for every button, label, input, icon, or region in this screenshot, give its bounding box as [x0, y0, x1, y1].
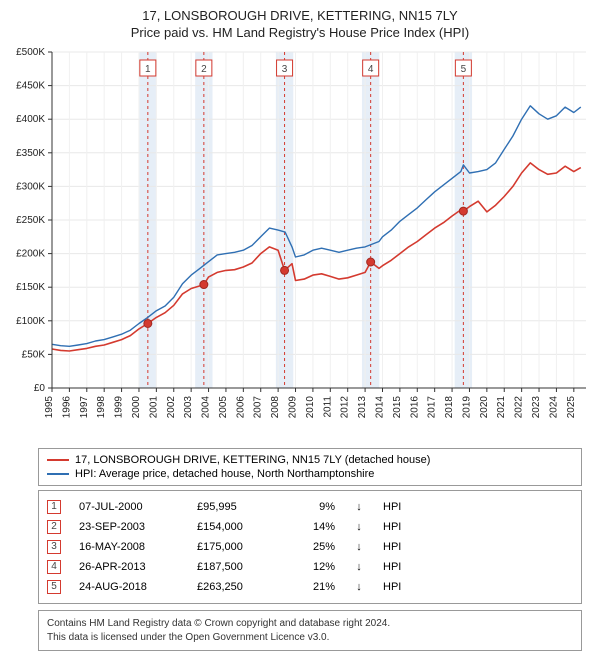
tx-marker: 1	[47, 500, 61, 514]
tx-hpi-label: HPI	[383, 561, 413, 573]
svg-text:1997: 1997	[79, 396, 90, 419]
tx-date: 23-SEP-2003	[79, 521, 179, 533]
svg-text:2016: 2016	[409, 396, 420, 419]
tx-hpi-label: HPI	[383, 581, 413, 593]
tx-marker: 2	[47, 520, 61, 534]
tx-pct: 14%	[295, 521, 335, 533]
footer-licence: Contains HM Land Registry data © Crown c…	[38, 610, 582, 651]
svg-text:2017: 2017	[427, 396, 438, 419]
svg-text:£150K: £150K	[16, 282, 45, 293]
svg-text:£100K: £100K	[16, 316, 45, 327]
tx-hpi-label: HPI	[383, 501, 413, 513]
legend-row: 17, LONSBOROUGH DRIVE, KETTERING, NN15 7…	[47, 453, 573, 467]
legend-row: HPI: Average price, detached house, Nort…	[47, 467, 573, 481]
svg-text:£400K: £400K	[16, 114, 45, 125]
transaction-row: 4 26-APR-2013 £187,500 12% ↓ HPI	[47, 557, 573, 577]
svg-text:2: 2	[201, 64, 207, 75]
tx-arrow-icon: ↓	[353, 541, 365, 553]
svg-text:2010: 2010	[305, 396, 316, 419]
transactions-table: 1 07-JUL-2000 £95,995 9% ↓ HPI 2 23-SEP-2003 £15…	[38, 490, 582, 604]
svg-text:2002: 2002	[166, 396, 177, 419]
svg-text:3: 3	[282, 64, 288, 75]
svg-text:£500K: £500K	[16, 47, 45, 58]
tx-date: 24-AUG-2018	[79, 581, 179, 593]
tx-hpi-label: HPI	[383, 521, 413, 533]
svg-text:£450K: £450K	[16, 81, 45, 92]
tx-price: £95,995	[197, 501, 277, 513]
transaction-row: 2 23-SEP-2003 £154,000 14% ↓ HPI	[47, 517, 573, 537]
transaction-row: 1 07-JUL-2000 £95,995 9% ↓ HPI	[47, 497, 573, 517]
tx-pct: 12%	[295, 561, 335, 573]
svg-text:2015: 2015	[392, 396, 403, 419]
tx-arrow-icon: ↓	[353, 521, 365, 533]
svg-text:2003: 2003	[183, 396, 194, 419]
svg-text:2012: 2012	[340, 396, 351, 419]
svg-text:2014: 2014	[374, 396, 385, 419]
svg-text:2005: 2005	[218, 396, 229, 419]
legend-swatch	[47, 459, 69, 461]
legend-label: HPI: Average price, detached house, Nort…	[75, 468, 374, 480]
svg-text:1995: 1995	[44, 396, 55, 419]
svg-text:2020: 2020	[479, 396, 490, 419]
footer-line1: Contains HM Land Registry data © Crown c…	[47, 617, 573, 631]
tx-pct: 21%	[295, 581, 335, 593]
svg-text:2022: 2022	[514, 396, 525, 419]
legend-label: 17, LONSBOROUGH DRIVE, KETTERING, NN15 7…	[75, 454, 430, 466]
tx-arrow-icon: ↓	[353, 501, 365, 513]
tx-arrow-icon: ↓	[353, 581, 365, 593]
svg-text:£300K: £300K	[16, 181, 45, 192]
svg-text:1998: 1998	[96, 396, 107, 419]
tx-hpi-label: HPI	[383, 541, 413, 553]
svg-text:£200K: £200K	[16, 249, 45, 260]
legend-swatch	[47, 473, 69, 475]
chart-svg: £0 £50K £100K £150K £200K £250K £300K £350K £400…	[0, 42, 600, 442]
tx-price: £175,000	[197, 541, 277, 553]
svg-text:1999: 1999	[114, 396, 125, 419]
svg-text:2008: 2008	[270, 396, 281, 419]
svg-text:2007: 2007	[253, 396, 264, 419]
tx-date: 16-MAY-2008	[79, 541, 179, 553]
chart-titles: 17, LONSBOROUGH DRIVE, KETTERING, NN15 7…	[0, 0, 600, 42]
tx-marker: 4	[47, 560, 61, 574]
tx-date: 07-JUL-2000	[79, 501, 179, 513]
svg-text:2024: 2024	[548, 396, 559, 419]
svg-text:2018: 2018	[444, 396, 455, 419]
title-address: 17, LONSBOROUGH DRIVE, KETTERING, NN15 7…	[10, 8, 590, 23]
svg-text:2021: 2021	[496, 396, 507, 419]
svg-text:1996: 1996	[61, 396, 72, 419]
svg-text:2011: 2011	[322, 396, 333, 418]
chart-area: £0 £50K £100K £150K £200K £250K £300K £350K £400…	[0, 42, 600, 442]
svg-text:2025: 2025	[566, 396, 577, 419]
svg-text:2000: 2000	[131, 396, 142, 419]
svg-text:2013: 2013	[357, 396, 368, 419]
tx-price: £187,500	[197, 561, 277, 573]
svg-text:2019: 2019	[461, 396, 472, 419]
svg-text:£250K: £250K	[16, 215, 45, 226]
legend-box: 17, LONSBOROUGH DRIVE, KETTERING, NN15 7…	[38, 448, 582, 486]
tx-marker: 3	[47, 540, 61, 554]
footer-line2: This data is licensed under the Open Gov…	[47, 631, 573, 645]
tx-arrow-icon: ↓	[353, 561, 365, 573]
tx-pct: 9%	[295, 501, 335, 513]
svg-text:1: 1	[145, 64, 151, 75]
tx-price: £263,250	[197, 581, 277, 593]
transaction-row: 5 24-AUG-2018 £263,250 21% ↓ HPI	[47, 577, 573, 597]
svg-text:£350K: £350K	[16, 148, 45, 159]
svg-text:£0: £0	[34, 383, 46, 394]
tx-pct: 25%	[295, 541, 335, 553]
svg-text:2001: 2001	[148, 396, 159, 419]
svg-text:2023: 2023	[531, 396, 542, 419]
svg-text:4: 4	[368, 64, 374, 75]
tx-marker: 5	[47, 580, 61, 594]
svg-text:£50K: £50K	[22, 349, 46, 360]
transaction-row: 3 16-MAY-2008 £175,000 25% ↓ HPI	[47, 537, 573, 557]
title-subtitle: Price paid vs. HM Land Registry's House …	[10, 25, 590, 40]
svg-text:2004: 2004	[201, 396, 212, 419]
tx-price: £154,000	[197, 521, 277, 533]
svg-text:2009: 2009	[288, 396, 299, 419]
tx-date: 26-APR-2013	[79, 561, 179, 573]
svg-text:2006: 2006	[235, 396, 246, 419]
svg-text:5: 5	[461, 64, 467, 75]
